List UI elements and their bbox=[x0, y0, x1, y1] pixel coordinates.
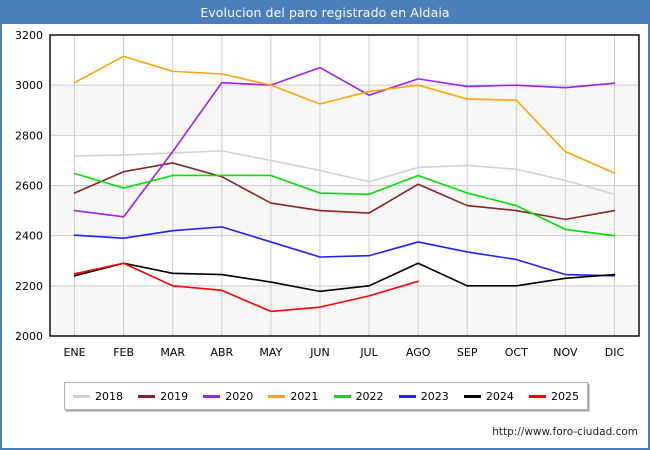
series-line-2020 bbox=[73, 66, 616, 218]
legend-label: 2024 bbox=[485, 389, 514, 403]
legend-item-2024[interactable]: 2024 bbox=[463, 389, 514, 403]
legend-label: 2025 bbox=[550, 389, 579, 403]
line-chart: 2000 2200 2400 2600 2800 3000 3200 ENE FEB MAR ABR… bbox=[15, 29, 640, 359]
legend-item-2025[interactable]: 2025 bbox=[528, 389, 579, 403]
legend-item-2019[interactable]: 2019 bbox=[138, 390, 188, 403]
y-axis-tick-label: 2800 bbox=[15, 129, 43, 142]
legend-label: 2020 bbox=[225, 389, 254, 403]
series-line-2025 bbox=[73, 262, 419, 313]
legend-item-2020[interactable]: 2020 bbox=[203, 390, 253, 403]
series-line-2018 bbox=[73, 150, 616, 196]
legend-swatch-icon bbox=[203, 394, 221, 398]
series-line-2022 bbox=[73, 172, 616, 237]
x-axis-tick-label: ENE bbox=[63, 346, 85, 359]
legend-entries: 2018 2019 2020 2021 2022 2023 2024 2025 bbox=[65, 383, 587, 409]
legend-label: 2019 bbox=[160, 389, 189, 403]
legend-label: 2018 bbox=[95, 389, 123, 403]
legend-item-2021[interactable]: 2021 bbox=[268, 390, 318, 403]
chart-area: 2000 2200 2400 2600 2800 3000 3200 ENE FEB MAR ABR… bbox=[2, 24, 648, 448]
x-axis-tick-label: OCT bbox=[505, 346, 528, 359]
legend-item-2018[interactable]: 2018 bbox=[73, 390, 123, 403]
series-line-2019 bbox=[73, 162, 616, 221]
x-axis-tick-label: FEB bbox=[113, 346, 134, 359]
legend-swatch-icon bbox=[268, 394, 286, 398]
legend-swatch-icon bbox=[463, 394, 481, 398]
source-url: http://www.foro-ciudad.com bbox=[492, 426, 638, 438]
x-axis-tick-label: AGO bbox=[406, 346, 431, 359]
legend-label: 2021 bbox=[290, 389, 319, 403]
plot-border bbox=[49, 34, 640, 337]
chart-legend: 2018 2019 2020 2021 2022 2023 2024 2025 bbox=[64, 382, 588, 410]
grid-band bbox=[50, 285, 639, 336]
page-title: Evolucion del paro registrado en Aldaia bbox=[200, 5, 450, 20]
legend-label: 2023 bbox=[420, 389, 449, 403]
series-line-2023 bbox=[73, 226, 616, 277]
series-line-2024 bbox=[73, 262, 616, 293]
series-line-2021 bbox=[73, 55, 616, 174]
x-axis-tick-label: SEP bbox=[457, 346, 478, 359]
x-axis-tick-label: NOV bbox=[553, 346, 578, 359]
legend-swatch-icon bbox=[528, 394, 546, 398]
window-title-bar: Evolucion del paro registrado en Aldaia bbox=[2, 2, 648, 24]
x-axis-tick-label: MAR bbox=[160, 346, 185, 359]
y-axis-tick-label: 3000 bbox=[15, 79, 43, 92]
y-axis-tick-label: 2200 bbox=[15, 280, 43, 293]
y-axis-tick-label: 2000 bbox=[15, 330, 43, 343]
legend-swatch-icon bbox=[138, 394, 156, 398]
y-axis-tick-label: 3200 bbox=[15, 29, 43, 42]
grid-band bbox=[50, 85, 639, 136]
legend-swatch-icon bbox=[73, 394, 90, 398]
legend-item-2022[interactable]: 2022 bbox=[333, 389, 384, 403]
x-axis-tick-label: JUL bbox=[359, 346, 378, 359]
y-axis-tick-label: 2600 bbox=[15, 180, 43, 193]
legend-label: 2022 bbox=[355, 389, 384, 403]
x-axis-tick-label: DIC bbox=[605, 346, 625, 359]
x-axis-tick-label: JUN bbox=[309, 346, 330, 359]
legend-swatch-icon bbox=[333, 394, 351, 398]
legend-item-2023[interactable]: 2023 bbox=[398, 389, 449, 403]
y-axis-tick-label: 2400 bbox=[15, 230, 43, 243]
x-axis-tick-label: ABR bbox=[210, 346, 233, 359]
legend-swatch-icon bbox=[398, 394, 416, 398]
x-axis-tick-label: MAY bbox=[259, 346, 282, 359]
